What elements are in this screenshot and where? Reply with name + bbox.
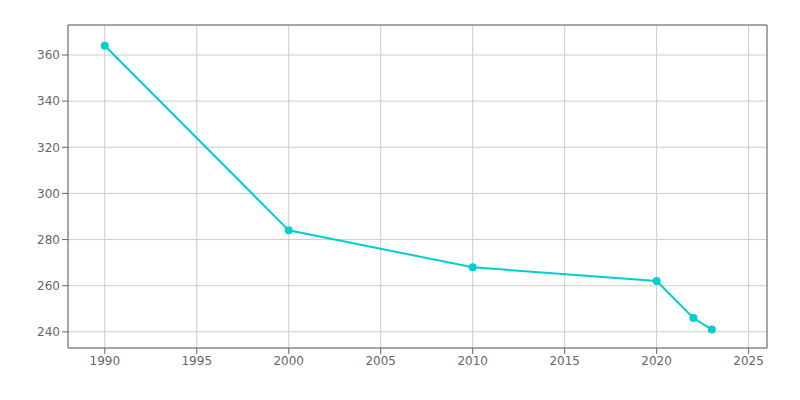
svg-text:280: 280 xyxy=(37,233,60,247)
svg-text:1990: 1990 xyxy=(90,354,121,368)
svg-text:360: 360 xyxy=(37,48,60,62)
svg-text:320: 320 xyxy=(37,141,60,155)
svg-text:2000: 2000 xyxy=(273,354,304,368)
svg-text:1995: 1995 xyxy=(181,354,212,368)
svg-text:2025: 2025 xyxy=(733,354,764,368)
svg-text:2020: 2020 xyxy=(641,354,672,368)
svg-text:300: 300 xyxy=(37,187,60,201)
svg-text:2010: 2010 xyxy=(457,354,488,368)
svg-text:260: 260 xyxy=(37,279,60,293)
svg-text:2005: 2005 xyxy=(365,354,396,368)
svg-text:240: 240 xyxy=(37,325,60,339)
svg-text:340: 340 xyxy=(37,94,60,108)
svg-text:2015: 2015 xyxy=(549,354,580,368)
